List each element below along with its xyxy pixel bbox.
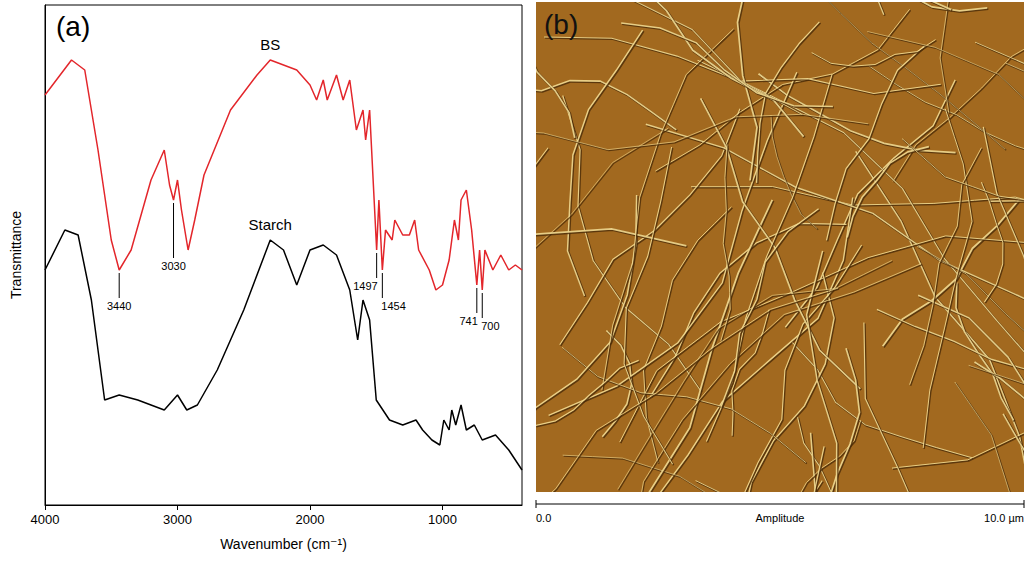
svg-text:4000: 4000 <box>31 512 60 527</box>
svg-text:3440: 3440 <box>107 300 131 312</box>
svg-text:10.0 µm: 10.0 µm <box>984 512 1024 524</box>
svg-text:Wavenumber (cm⁻¹): Wavenumber (cm⁻¹) <box>220 536 347 552</box>
svg-text:Starch: Starch <box>249 216 292 233</box>
svg-text:1454: 1454 <box>381 300 405 312</box>
svg-text:Transmittance: Transmittance <box>8 211 24 299</box>
svg-text:1497: 1497 <box>353 280 377 292</box>
svg-text:(b): (b) <box>544 9 578 40</box>
svg-text:700: 700 <box>481 320 499 332</box>
svg-text:1000: 1000 <box>428 512 457 527</box>
svg-text:(a): (a) <box>56 11 90 42</box>
svg-text:741: 741 <box>459 315 477 327</box>
svg-text:2000: 2000 <box>296 512 325 527</box>
svg-text:0.0: 0.0 <box>536 512 551 524</box>
svg-text:BS: BS <box>260 36 280 53</box>
svg-text:3000: 3000 <box>163 512 192 527</box>
svg-text:3030: 3030 <box>161 260 185 272</box>
svg-text:Amplitude: Amplitude <box>756 512 805 524</box>
